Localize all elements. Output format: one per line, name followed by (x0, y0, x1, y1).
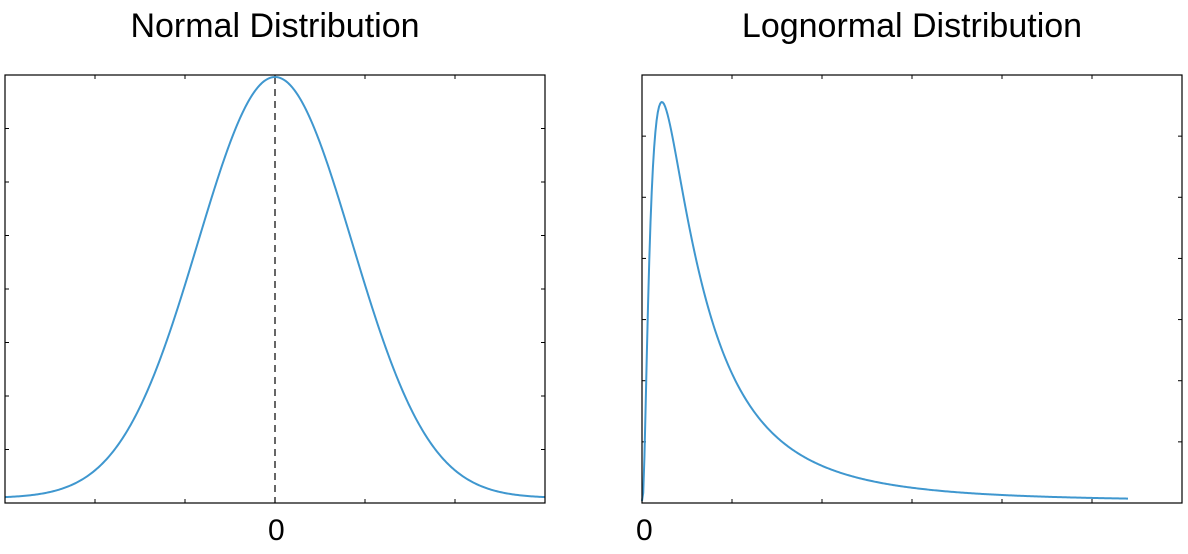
chart-title-lognormal: Lognormal Distribution (741, 7, 1083, 45)
normal-axis-ticks (5, 75, 545, 503)
normal-curve (4, 75, 546, 499)
lognormal-x-tick-label-0: 0 (636, 514, 653, 547)
lognormal-plot-frame (641, 74, 1183, 504)
normal-plot-frame (4, 74, 546, 504)
lognormal-axis-ticks (642, 75, 1182, 503)
normal-x-tick-label-0: 0 (268, 514, 285, 547)
lognormal-curve (641, 101, 1129, 502)
chart-title-normal: Normal Distribution (130, 7, 420, 45)
